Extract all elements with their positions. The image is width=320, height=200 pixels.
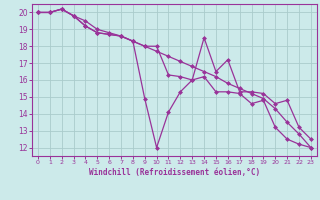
X-axis label: Windchill (Refroidissement éolien,°C): Windchill (Refroidissement éolien,°C) (89, 168, 260, 177)
